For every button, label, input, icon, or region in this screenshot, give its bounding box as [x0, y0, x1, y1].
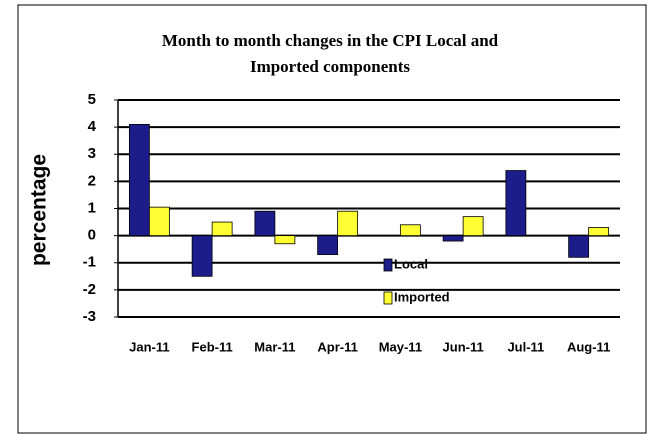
- bar: [337, 210, 359, 237]
- chart-title: Month to month changes in the CPI Local …: [162, 31, 499, 50]
- y-tick-label: -3: [83, 308, 96, 325]
- y-tick-label: 1: [88, 199, 96, 216]
- bar: [254, 210, 276, 237]
- x-tick-label: Jun-11: [443, 339, 484, 354]
- x-tick-label: Aug-11: [567, 339, 610, 354]
- x-tick-label: Feb-11: [192, 339, 233, 354]
- y-axis-label: percentage: [28, 154, 51, 266]
- legend-swatch: [383, 291, 393, 305]
- bar: [399, 224, 421, 237]
- bar: [462, 216, 484, 237]
- bar: [505, 170, 527, 237]
- bar: [568, 235, 590, 258]
- y-tick-label: -1: [83, 254, 96, 271]
- x-tick-label: Apr-11: [317, 339, 357, 354]
- chart-frame: [17, 4, 647, 434]
- bar: [128, 124, 150, 237]
- bar: [191, 235, 213, 277]
- y-tick-label: 2: [88, 172, 96, 189]
- x-tick-label: Jul-11: [507, 339, 544, 354]
- legend-swatch: [383, 258, 393, 272]
- y-tick-label: 0: [88, 227, 96, 244]
- bar: [588, 227, 610, 237]
- bar: [442, 235, 464, 242]
- bar: [317, 235, 339, 256]
- x-tick-label: May-11: [379, 339, 422, 354]
- bar: [274, 235, 296, 245]
- bar: [148, 206, 170, 237]
- chart-title: Imported components: [250, 57, 410, 76]
- x-tick-label: Mar-11: [254, 339, 295, 354]
- y-tick-label: 4: [88, 118, 97, 135]
- legend-label: Local: [394, 256, 428, 271]
- x-tick-label: Jan-11: [129, 339, 169, 354]
- y-tick-label: 3: [88, 145, 96, 162]
- y-tick-label: 5: [88, 91, 96, 108]
- bar: [211, 221, 233, 237]
- y-tick-label: -2: [83, 281, 96, 298]
- legend-label: Imported: [394, 289, 450, 304]
